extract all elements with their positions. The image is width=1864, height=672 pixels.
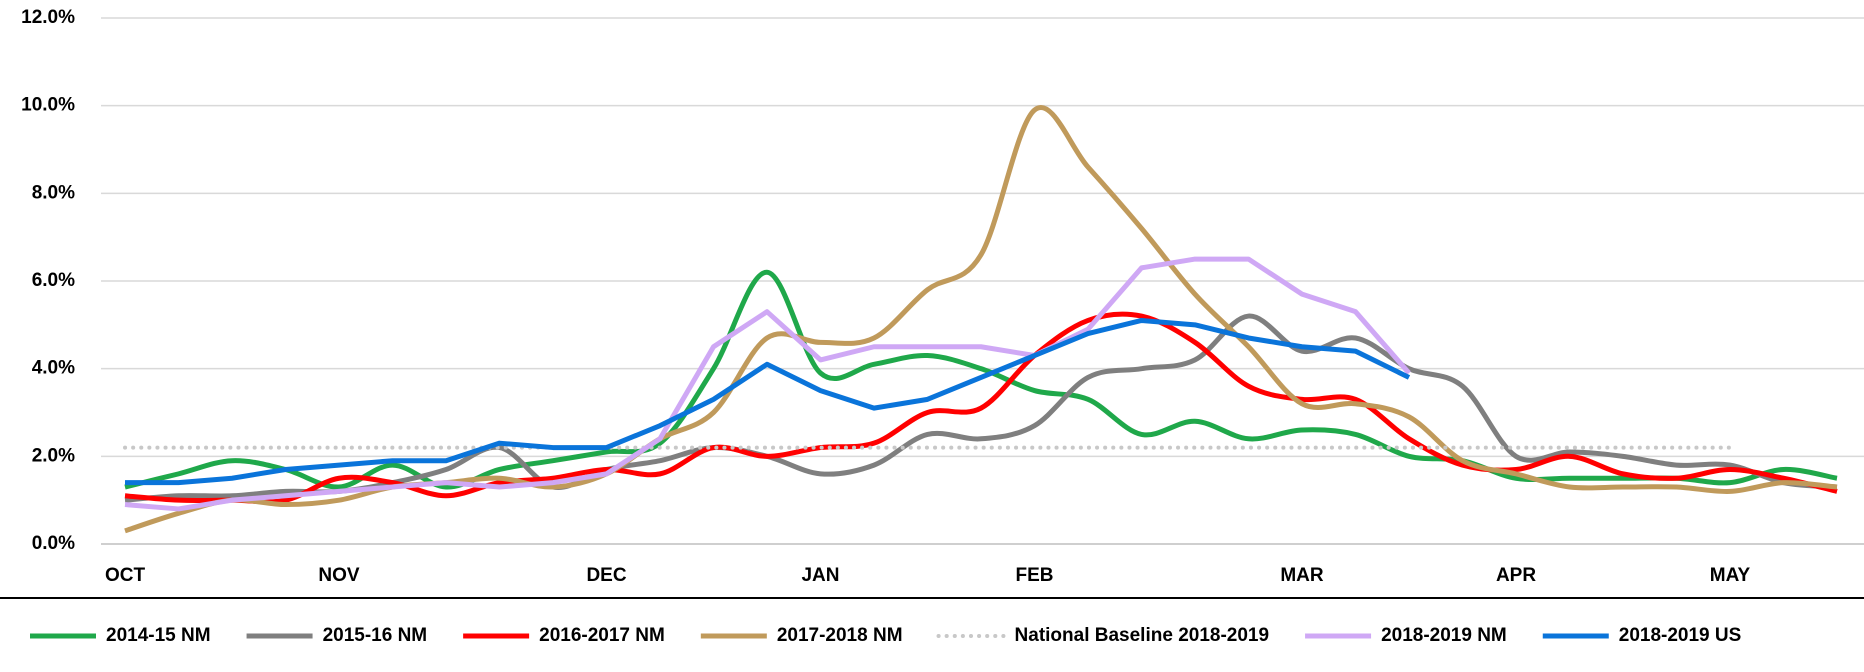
legend-label: 2015-16 NM: [323, 625, 428, 646]
series-line: [124, 311, 1838, 505]
y-tick-label: 8.0%: [32, 182, 75, 203]
series-line: [125, 317, 1411, 486]
y-tick-label: 6.0%: [32, 270, 75, 291]
legend-label: 2018-2019 NM: [1381, 625, 1507, 646]
legend-label: 2014-15 NM: [106, 625, 211, 646]
x-tick-label: MAR: [1280, 565, 1324, 586]
y-tick-label: 10.0%: [21, 95, 75, 116]
legend-label: National Baseline 2018-2019: [1015, 625, 1270, 646]
series-line: [124, 256, 1411, 512]
y-tick-label: 2.0%: [32, 445, 75, 466]
legend-label: 2017-2018 NM: [777, 625, 903, 646]
legend-label: 2016-2017 NM: [539, 625, 665, 646]
x-tick-label: NOV: [318, 565, 360, 586]
x-tick-label: JAN: [801, 565, 839, 586]
x-tick-label: DEC: [586, 565, 626, 586]
legend-label: 2018-2019 US: [1619, 625, 1742, 646]
x-tick-label: APR: [1496, 565, 1536, 586]
x-tick-label: OCT: [105, 565, 146, 586]
x-tick-label: FEB: [1016, 565, 1054, 586]
y-tick-label: 0.0%: [32, 533, 75, 554]
x-tick-label: MAY: [1710, 565, 1751, 586]
y-tick-label: 12.0%: [21, 7, 75, 28]
y-tick-label: 4.0%: [32, 358, 75, 379]
series-line: [124, 313, 1838, 503]
